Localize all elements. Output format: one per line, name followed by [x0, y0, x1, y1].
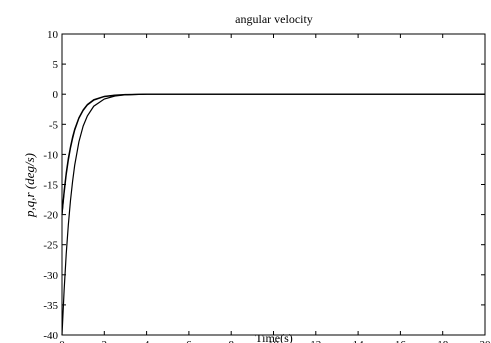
- y-axis-label: p,q,r (deg/s): [22, 153, 37, 218]
- y-tick-label: -40: [43, 330, 58, 342]
- x-tick-label: 6: [186, 339, 192, 343]
- y-axis-ticks: 10 5 0 -5 -10 -15 -20 -25 -30 -35 -40: [43, 29, 485, 342]
- x-tick-label: 4: [144, 339, 150, 343]
- x-tick-label: 10: [268, 339, 280, 343]
- y-tick-label: -20: [43, 210, 58, 222]
- x-axis-label: Time(s): [255, 331, 293, 343]
- y-tick-label: 10: [47, 29, 59, 41]
- y-tick-label: -30: [43, 270, 58, 282]
- x-tick-label: 12: [310, 339, 321, 343]
- y-tick-label: 5: [53, 59, 59, 71]
- chart-title: angular velocity: [235, 12, 313, 26]
- y-tick-label: -35: [43, 300, 58, 312]
- x-axis-ticks: 0 2 4 6 8 10 12 14 16 18 20: [59, 34, 491, 343]
- y-tick-label: 0: [53, 89, 59, 101]
- series-line-3: [61, 93, 485, 336]
- x-tick-label: 14: [353, 339, 365, 343]
- x-tick-label: 8: [228, 339, 234, 343]
- x-tick-label: 16: [395, 339, 407, 343]
- y-tick-label: -25: [43, 240, 58, 252]
- x-tick-label: 0: [59, 339, 65, 343]
- x-tick-label: 2: [102, 339, 108, 343]
- x-tick-label: 18: [437, 339, 449, 343]
- series-line-2: [61, 93, 485, 215]
- y-tick-label: -5: [49, 119, 59, 131]
- y-tick-label: -10: [43, 149, 58, 161]
- plot-frame: [61, 33, 486, 336]
- x-tick-label: 20: [480, 339, 491, 343]
- series-lines: [61, 93, 485, 336]
- y-tick-label: -15: [43, 180, 58, 192]
- series-line-1: [61, 93, 485, 215]
